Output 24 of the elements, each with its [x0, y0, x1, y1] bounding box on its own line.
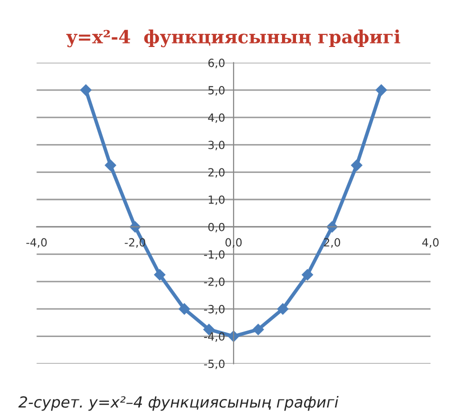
y-tick-label: -5,0	[204, 360, 225, 370]
text: 2-сурет. y=x²–4 функциясының графигі	[18, 396, 339, 411]
y-tick-label: -1,0	[204, 250, 225, 260]
y-tick-label: 6,0	[208, 58, 225, 68]
y-tick-label: 4,0	[208, 113, 225, 123]
x-tick-label: 4,0	[422, 238, 439, 248]
y-tick-label: -2,0	[204, 278, 225, 288]
point	[302, 268, 314, 281]
x-tick-label: -4,0	[26, 238, 47, 248]
point	[80, 84, 92, 96]
point	[276, 303, 289, 315]
point	[350, 159, 363, 172]
chart-title: y=x²-4 функциясының графигі	[66, 30, 400, 48]
point	[252, 324, 264, 336]
y-tick-label: 5,0	[208, 86, 225, 96]
point	[154, 268, 166, 281]
y-tick-label: 1,0	[208, 195, 225, 206]
point	[104, 159, 116, 172]
y-tick-label: -4,0	[204, 332, 225, 342]
y-tick-label: 3,0	[208, 140, 225, 150]
y-tick-label: -3,0	[204, 304, 225, 314]
point	[178, 303, 190, 315]
point	[375, 84, 388, 96]
y-tick-label: 2,0	[208, 168, 225, 178]
